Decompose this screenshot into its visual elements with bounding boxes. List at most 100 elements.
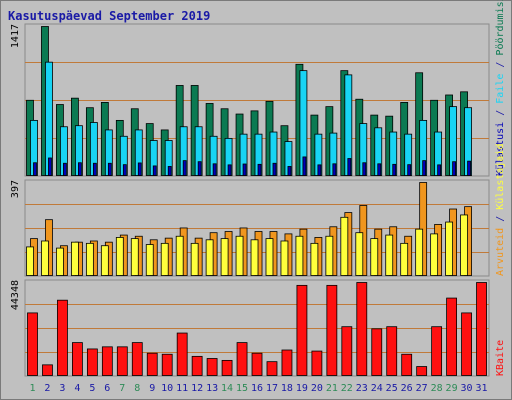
bar-kb-day-19 [296,284,308,376]
legend-panel3: KBaite [495,340,506,376]
bar-kb-day-26 [401,353,413,376]
bar-visitors-day-19 [295,235,304,276]
bar-visitors-day-30 [460,214,468,276]
bar-visitors-day-12 [190,242,199,276]
bar-visitors-day-10 [160,242,169,276]
bar-kb-day-31 [476,282,487,376]
day-label-11: 11 [176,383,188,394]
bar-visitors-day-21 [325,235,334,276]
bar-kb-day-3 [57,299,68,376]
bar-visitors-day-29 [445,221,453,276]
day-label-26: 26 [401,383,413,394]
bar-visits-day-14 [227,164,232,176]
bar-kb-day-30 [461,312,472,376]
bar-visitors-day-11 [175,235,184,276]
day-label-7: 7 [119,383,125,394]
day-label-29: 29 [446,383,458,394]
day-label-27: 27 [416,383,428,394]
bar-kb-day-9 [146,352,158,376]
bar-visits-day-13 [212,163,217,176]
day-label-9: 9 [149,383,155,394]
bar-visitors-day-2 [41,240,49,276]
day-label-18: 18 [281,383,293,394]
bar-kb-day-25 [386,326,398,376]
day-label-16: 16 [251,383,263,394]
bar-visits-day-23 [362,162,367,176]
panel3-max-label: 44348 [10,280,21,310]
bar-visitors-day-23 [355,232,364,276]
bar-visitors-day-25 [385,234,394,276]
bar-visitors-day-1 [26,246,34,276]
bar-visitors-day-7 [115,237,124,276]
legend-2-text: Arvuteid / Külastajaid [495,144,506,276]
bar-visitors-day-4 [71,241,79,276]
bar-visits-day-30 [467,160,471,176]
day-label-4: 4 [74,383,80,394]
bar-visitors-day-6 [100,245,109,276]
bar-visitors-day-13 [205,239,214,276]
x-axis-day-labels: 1 2 3 4 5 6 7 8 9 10 11 12 13 14 15 16 17 18 19 20 21 22 23 24 2… [29,383,487,394]
panel2-max-label: 397 [10,180,21,198]
bar-visits-day-6 [107,162,112,176]
chart-title: Kasutuspäevad September 2019 [8,9,210,23]
bar-visits-day-27 [422,160,427,176]
legend-item-arvuteid: Arvuteid [495,228,506,276]
day-label-24: 24 [371,383,383,394]
bar-kb-day-12 [191,355,203,376]
bar-kb-day-20 [311,350,323,376]
bar-kb-day-5 [86,348,98,376]
bar-visitors-day-28 [430,233,439,276]
day-label-15: 15 [236,383,248,394]
bar-kb-day-18 [281,349,293,376]
bar-visits-day-24 [377,163,382,176]
bar-visits-day-17 [272,162,277,176]
legend-panel1: Külastusi / Faile / Pöördumisi [495,0,506,176]
day-label-10: 10 [161,383,173,394]
day-label-5: 5 [89,383,95,394]
bar-kb-day-22 [341,326,353,376]
day-label-19: 19 [296,383,308,394]
legend-item-pöördumisi: Pöördumisi [495,0,506,56]
bar-kb-day-7 [116,346,128,376]
bar-visits-day-16 [257,163,262,176]
bar-visits-day-8 [137,162,142,176]
bar-visits-day-29 [452,161,456,176]
bar-visits-day-21 [332,163,337,176]
legend-item-külastajaid: Külastajaid [495,144,506,210]
bar-visitors-day-26 [400,242,409,276]
bar-visitors-day-16 [250,239,259,276]
bar-visits-day-11 [182,160,187,176]
bar-visits-day-3 [63,162,67,176]
bar-kb-day-24 [371,328,383,376]
day-label-13: 13 [206,383,218,394]
bar-visits-day-20 [317,164,322,176]
bar-visits-day-4 [78,162,82,176]
panel-pages-files-visits [24,23,490,177]
day-label-28: 28 [431,383,443,394]
bar-visits-day-26 [407,164,412,176]
bar-kb-day-28 [431,326,443,376]
bar-visitors-day-5 [85,242,94,276]
bar-visits-day-15 [242,163,247,176]
legend-item-kbaite: KBaite [495,340,506,376]
legend-3-text: KBaite [495,340,506,376]
bar-kb-day-16 [251,352,263,376]
bar-kb-day-1 [27,312,38,376]
day-label-22: 22 [341,383,353,394]
bar-kb-day-15 [236,342,248,376]
bar-visitors-day-20 [310,242,319,276]
bar-visitors-day-8 [130,238,139,276]
panel-kilobytes [24,279,490,377]
bar-visits-day-19 [302,156,307,176]
bar-kb-day-2 [42,364,53,376]
bar-kb-day-6 [101,346,113,376]
day-label-8: 8 [134,383,140,394]
bar-kb-day-4 [72,342,83,376]
bar-visitors-day-3 [56,247,64,276]
day-label-12: 12 [191,383,203,394]
day-label-6: 6 [104,383,110,394]
legend-1-text: Külastusi / Faile / Pöördumisi [495,0,506,176]
day-label-17: 17 [266,383,278,394]
legend-separator: / [495,56,506,74]
